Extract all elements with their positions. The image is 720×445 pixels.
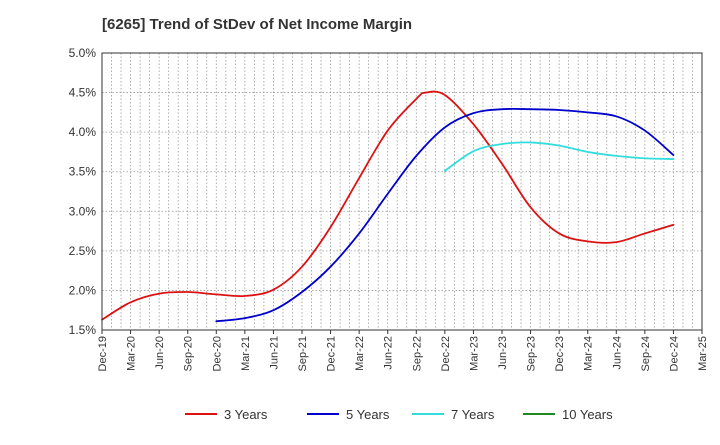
x-tick-label: Sep-22 [411, 336, 423, 371]
y-tick-label: 3.5% [69, 165, 97, 179]
legend-label-3-years: 3 Years [224, 407, 268, 422]
x-tick-label: Dec-22 [440, 336, 452, 371]
axes: 1.5% 2.0% 2.5% 3.0% 3.5% 4.0% 4.5% 5.0% Dec-19 Ma… [69, 46, 709, 371]
series-line-5-years [215, 107, 675, 323]
x-tick-label: Dec-23 [554, 336, 566, 371]
x-tick-label: Mar-21 [240, 336, 252, 371]
x-tick-label: Jun-24 [611, 336, 623, 370]
x-tick-label: Jun-21 [268, 336, 280, 370]
x-tick-label: Mar-20 [126, 336, 138, 371]
y-tick-label: 2.0% [69, 283, 97, 297]
y-tick-label: 5.0% [69, 46, 97, 60]
x-tick-label: Sep-23 [526, 336, 538, 371]
x-tick-label: Mar-23 [468, 336, 480, 371]
x-tick-label: Dec-21 [326, 336, 338, 371]
x-tick-label: Mar-22 [354, 336, 366, 371]
x-tick-label: Jun-22 [383, 336, 395, 370]
y-tick-label: 4.0% [69, 125, 97, 139]
y-tick-label: 3.0% [69, 204, 97, 218]
legend-label-10-years: 10 Years [562, 407, 613, 422]
x-tick-label: Jun-23 [497, 336, 509, 370]
legend-label-7-years: 7 Years [451, 407, 495, 422]
x-tick-label: Dec-20 [211, 336, 223, 371]
y-tick-label: 2.5% [69, 244, 97, 258]
x-tick-label: Sep-24 [640, 336, 652, 371]
legend: 3 Years 5 Years 7 Years 10 Years [185, 407, 613, 422]
legend-label-5-years: 5 Years [346, 407, 390, 422]
y-tick-label: 1.5% [69, 323, 97, 337]
x-tick-label: Jun-20 [154, 336, 166, 370]
series-lines [101, 90, 675, 323]
x-tick-label: Mar-24 [583, 336, 595, 371]
chart-title: [6265] Trend of StDev of Net Income Marg… [102, 16, 413, 33]
y-tick-label: 4.5% [69, 86, 97, 100]
x-tick-label: Dec-19 [97, 336, 109, 371]
x-tick-label: Sep-21 [297, 336, 309, 371]
x-tick-label: Sep-20 [183, 336, 195, 371]
grid [101, 52, 703, 331]
series-line-7-years [443, 141, 675, 172]
x-tick-label: Dec-24 [668, 336, 680, 371]
x-tick-label: Mar-25 [697, 336, 709, 371]
plot-area-border [101, 52, 703, 331]
series-line-3-years [101, 90, 675, 321]
